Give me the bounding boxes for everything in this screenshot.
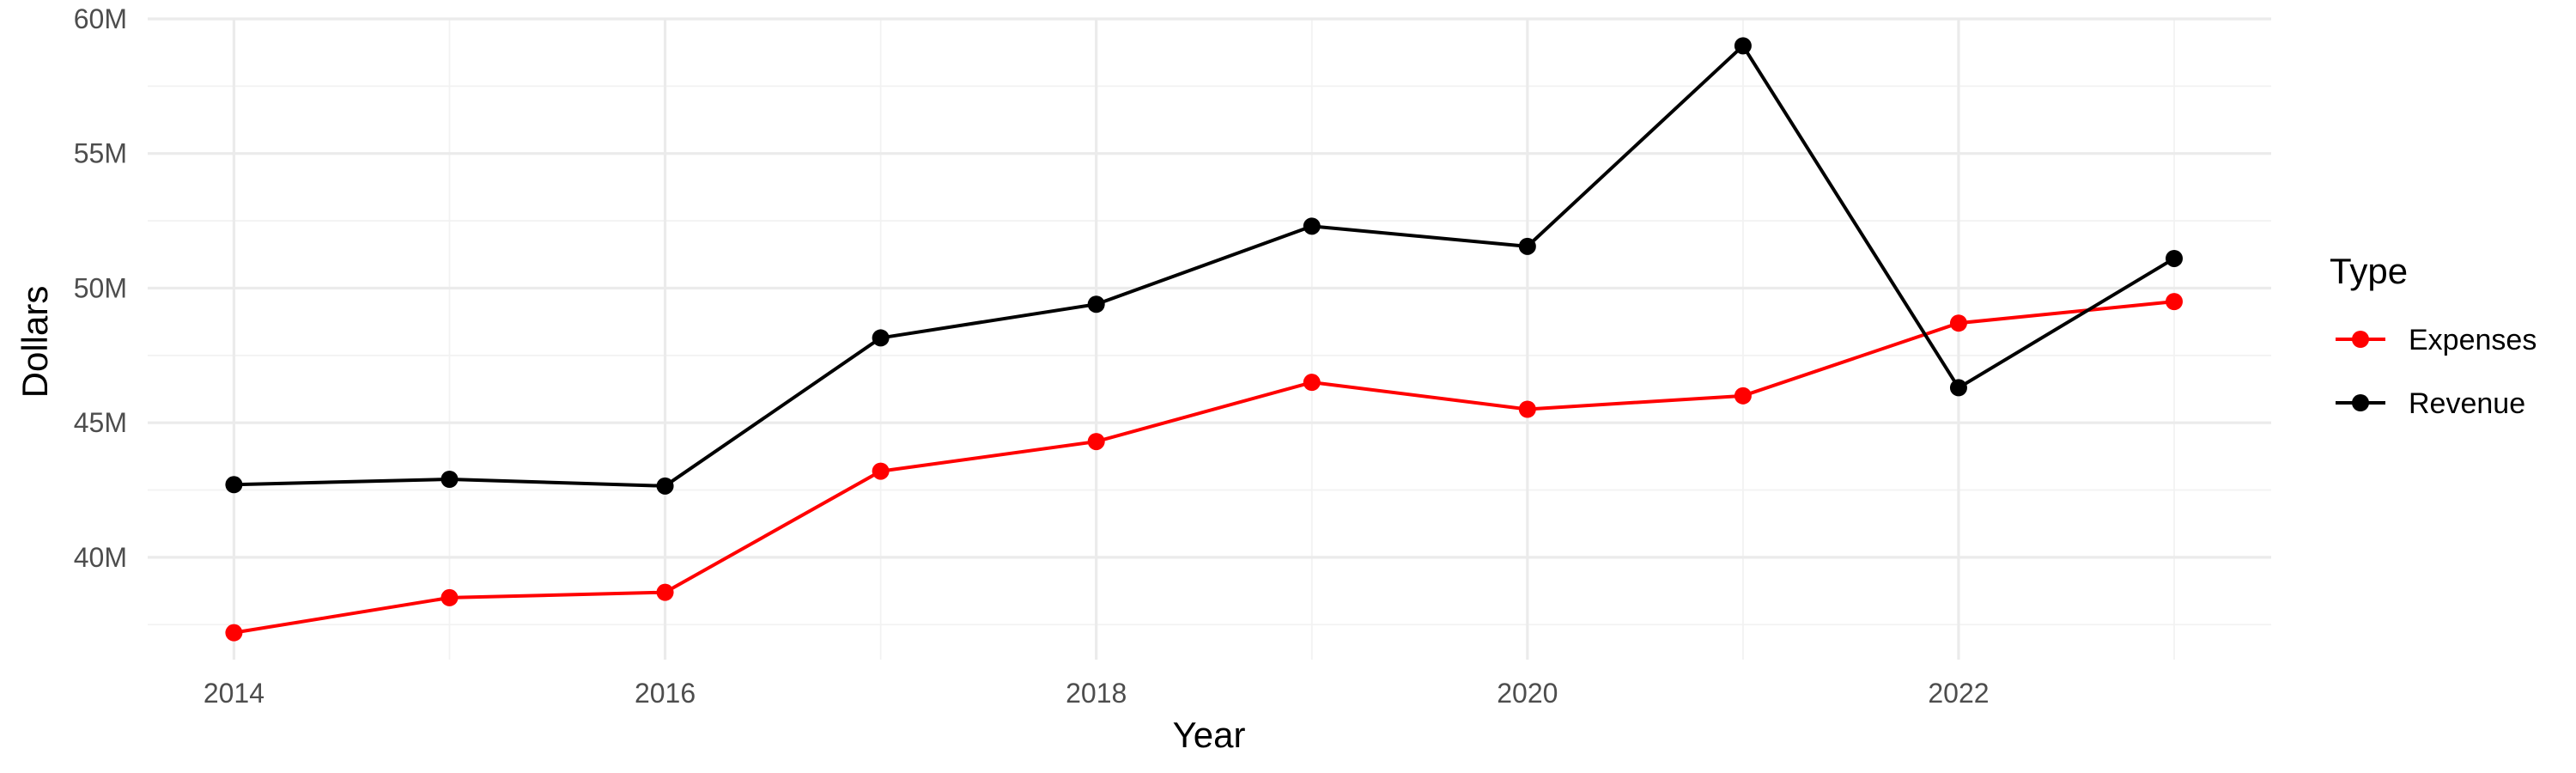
legend-key-point (2352, 394, 2369, 411)
data-point-expenses (872, 462, 890, 480)
y-tick-label: 60M (74, 3, 127, 34)
y-axis-title: Dollars (15, 286, 55, 399)
data-point-revenue (225, 476, 243, 494)
legend: Type Expenses Revenue (2330, 251, 2537, 420)
data-point-revenue (656, 477, 674, 495)
data-point-expenses (225, 624, 243, 642)
data-point-revenue (1949, 379, 1967, 397)
data-point-revenue (1087, 295, 1105, 313)
data-point-expenses (2166, 293, 2184, 311)
x-tick-label: 2014 (204, 678, 264, 709)
series-line-revenue (232, 44, 2177, 488)
data-point-expenses (656, 583, 674, 601)
legend-title: Type (2330, 251, 2408, 291)
legend-label: Expenses (2409, 324, 2537, 356)
data-point-revenue (1518, 237, 1536, 255)
major-gridlines (148, 17, 2271, 660)
data-point-expenses (1303, 374, 1321, 392)
x-tick-label: 2016 (635, 678, 696, 709)
y-tick-label: 55M (74, 138, 127, 169)
data-point-expenses (1087, 433, 1105, 451)
series-line-expenses (232, 300, 2177, 635)
x-tick-label: 2018 (1066, 678, 1127, 709)
data-point-expenses (1518, 400, 1536, 418)
series-points (225, 37, 2184, 642)
y-tick-label: 50M (74, 272, 127, 303)
x-tick-label: 2020 (1497, 678, 1558, 709)
data-point-expenses (1734, 386, 1752, 405)
x-axis-ticks: 2014 2016 2018 2020 2022 (204, 678, 1990, 709)
y-tick-label: 45M (74, 407, 127, 438)
series-lines (232, 44, 2177, 635)
x-tick-label: 2022 (1928, 678, 1989, 709)
legend-key-point (2352, 331, 2369, 348)
y-axis-ticks: 40M 45M 50M 55M 60M (74, 3, 127, 573)
data-point-revenue (872, 329, 890, 347)
minor-gridlines (148, 19, 2271, 660)
data-point-revenue (1303, 217, 1321, 235)
data-point-expenses (440, 588, 459, 606)
legend-label: Revenue (2409, 387, 2525, 420)
legend-item-revenue: Revenue (2336, 387, 2525, 420)
y-tick-label: 40M (74, 542, 127, 573)
data-point-revenue (440, 470, 459, 488)
legend-item-expenses: Expenses (2336, 324, 2537, 356)
data-point-revenue (2166, 249, 2184, 267)
data-point-expenses (1949, 314, 1967, 332)
x-axis-title: Year (1173, 715, 1246, 755)
data-point-revenue (1734, 37, 1752, 55)
